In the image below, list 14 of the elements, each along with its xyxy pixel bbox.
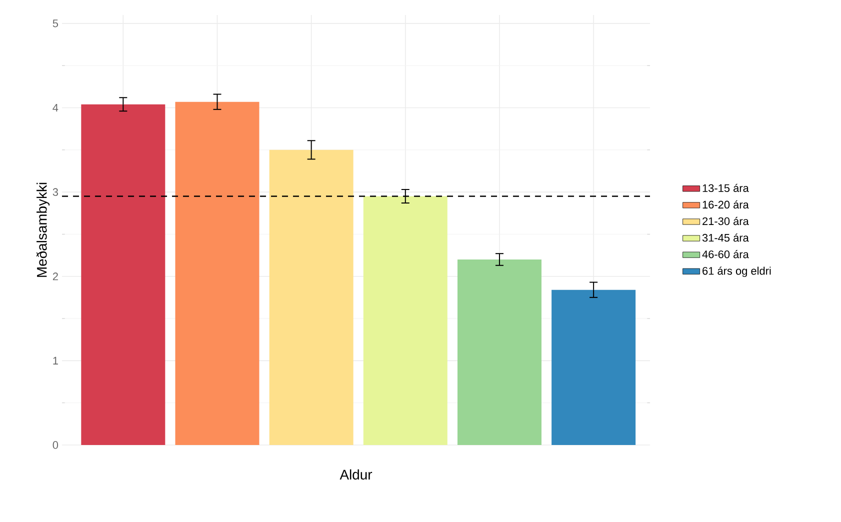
y-tick-label: 5: [52, 20, 58, 28]
y-axis-title: Meðalsambykki: [36, 182, 50, 277]
y-tick-label: 0: [52, 441, 58, 449]
y-tick-label: 4: [52, 104, 58, 112]
legend-label: 21-30 ára: [702, 216, 749, 226]
legend-label: 61 árs og eldri: [702, 266, 771, 277]
legend-label: 46-60 ára: [702, 250, 749, 258]
y-tick-label: 3: [52, 188, 58, 196]
y-tick-label: 2: [52, 272, 58, 280]
legend-label: 31-45 ára: [702, 233, 749, 242]
y-tick-label: 1: [53, 356, 58, 364]
x-axis-title: Aldur: [340, 469, 372, 480]
legend-label: 16-20 ára: [702, 200, 749, 209]
legend-label: 13-15 ára: [702, 184, 749, 192]
